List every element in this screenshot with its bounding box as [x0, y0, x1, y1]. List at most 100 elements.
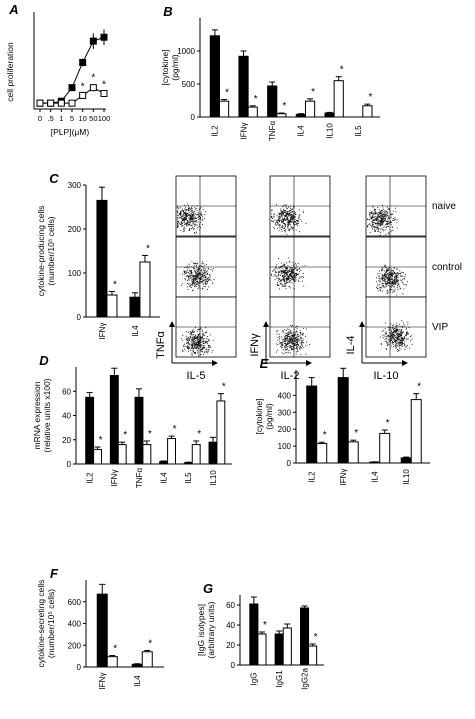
point-vip	[100, 89, 108, 97]
category-label: TNFα	[268, 121, 277, 142]
y-axis-label-line: (number/10⁵ cells)	[46, 589, 56, 658]
category-label-line: IFNγ	[339, 469, 348, 486]
panel-letter: G	[203, 581, 213, 596]
category-label: IL10	[209, 470, 218, 486]
x-tick-label: 10	[78, 114, 86, 123]
y-axis-label: cell proliferation	[5, 42, 15, 102]
row-label: naive	[432, 201, 456, 212]
significance-mark: *	[197, 429, 201, 440]
y-axis-label-line: (number/10⁵ cells)	[46, 216, 56, 285]
category-label: IFNγ	[98, 673, 107, 690]
category-label-line: IL4	[159, 472, 168, 484]
significance-mark: *	[222, 382, 226, 393]
bar-control	[274, 633, 284, 666]
panel-letter: E	[260, 356, 269, 371]
y-axis-label-line: [IgG isotypes]	[196, 604, 206, 656]
y-arrowhead	[359, 321, 365, 327]
y-axis-label-line: [cytokine]	[160, 50, 170, 86]
category-label-line: IL2	[211, 125, 220, 137]
bar-vip	[282, 627, 292, 666]
series-line-control	[40, 36, 105, 104]
significance-mark: *	[417, 382, 421, 393]
category-label: IL2	[308, 471, 317, 483]
category-label-line: IL2	[85, 472, 94, 484]
category-label-line: IL4	[131, 325, 140, 337]
point-vip	[89, 84, 97, 92]
bar-control	[183, 462, 193, 465]
y-axis-label-line: cell proliferation	[5, 42, 15, 102]
y-tick-label: 300	[68, 181, 82, 190]
bar-control	[209, 35, 220, 118]
category-label: IFNγ	[339, 469, 348, 486]
significance-mark: *	[340, 65, 344, 76]
y-axis-label-line: [cytokine]	[254, 399, 264, 435]
bar-vip	[218, 100, 230, 118]
flow-y-label: TNFα	[155, 330, 167, 358]
panel-F: F 0 200 400 600 cytokine-secreting cells (numb…	[36, 566, 164, 689]
bar-vip	[333, 80, 344, 118]
bar-vip	[379, 432, 391, 464]
category-label-line: IFNγ	[98, 673, 107, 690]
category-label: IgG1	[275, 670, 284, 688]
category-label-line: TNFα	[268, 121, 277, 142]
significance-mark: *	[123, 430, 127, 441]
category-label-line: IL4	[371, 471, 380, 483]
bar-control	[306, 385, 318, 464]
significance-mark: *	[254, 94, 258, 105]
y-tick-label: 1000	[177, 47, 195, 56]
significance-mark: *	[102, 80, 106, 91]
bar-control	[85, 396, 95, 465]
point-control	[100, 33, 108, 41]
flow-x-label: IL-10	[373, 370, 398, 382]
point-control	[89, 37, 97, 45]
x-arrowhead	[402, 360, 408, 366]
y-tick-label: 0	[287, 459, 292, 468]
dot-cloud	[271, 204, 307, 235]
y-tick-label: 20	[226, 641, 235, 650]
bar-vip	[316, 443, 328, 464]
bar-control	[295, 113, 306, 118]
bar-vip	[139, 261, 151, 318]
panel-G: G 0 20 40 60 [IgG isotypes] (arbitrary units) *…	[196, 581, 324, 690]
y-axis-label-line: (pg/ml)	[170, 54, 180, 81]
row-label: control	[432, 262, 462, 273]
flow-y-label: IL-4	[345, 336, 357, 355]
significance-mark: *	[386, 418, 390, 429]
significance-mark: *	[146, 243, 150, 254]
y-tick-label: 0	[191, 113, 196, 122]
y-tick-label: 400	[278, 391, 292, 400]
bar-control	[400, 457, 412, 464]
bar-vip	[276, 113, 287, 118]
bar-vip	[257, 633, 267, 666]
category-label: IL4	[371, 471, 380, 483]
category-label: IL10	[402, 469, 411, 485]
y-axis-label: [IgG isotypes] (arbitrary units)	[196, 601, 216, 658]
category-label: IL2	[211, 125, 220, 137]
panel-letter: C	[49, 171, 59, 186]
y-tick-label: 0	[231, 661, 236, 670]
bar-vip	[410, 399, 422, 464]
point-vip	[79, 91, 87, 99]
y-tick-label: 60	[226, 601, 235, 610]
bar-vip	[142, 444, 152, 465]
category-label-line: IgG	[250, 673, 259, 686]
y-axis-label: [cytokine] (pg/ml)	[160, 50, 180, 86]
y-tick-label: 600	[68, 598, 82, 607]
category-label-line: IL10	[209, 470, 218, 486]
dot-cloud	[180, 327, 214, 357]
x-tick-label: 5	[70, 114, 74, 123]
bar-vip	[141, 651, 153, 668]
flow-x-label: IL-2	[281, 370, 300, 382]
significance-mark: *	[91, 73, 95, 84]
y-tick-label: 100	[278, 442, 292, 451]
category-label: IFNγ	[239, 123, 248, 140]
category-label: IL10	[325, 123, 334, 139]
y-axis-label-line: (pg/ml)	[264, 403, 274, 430]
category-label-line: IFNγ	[239, 123, 248, 140]
significance-mark: *	[354, 428, 358, 439]
y-axis-label-line: cytokine-secreting cells	[36, 580, 46, 668]
y-axis-label-line: (relative units x100)	[42, 378, 52, 452]
bar-control	[324, 112, 335, 118]
y-arrowhead	[263, 321, 269, 327]
